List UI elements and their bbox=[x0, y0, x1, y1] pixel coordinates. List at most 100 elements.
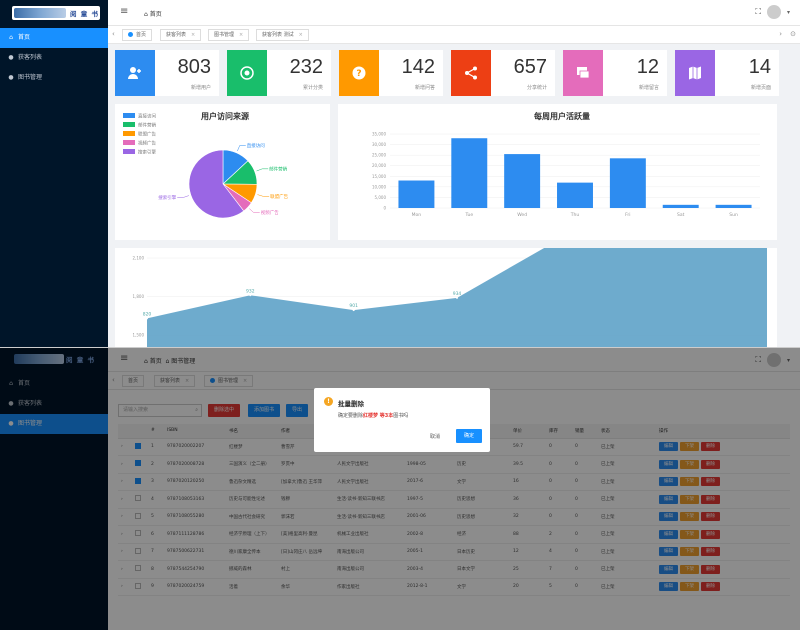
expand-icon[interactable]: › bbox=[118, 525, 132, 544]
table-row[interactable]: › 3 9787020120250 鲁迅杂文精选 [加拿大]鲁迅 王华萍 人民文学出版社 2… bbox=[118, 473, 790, 491]
chevron-down-icon[interactable]: ▾ bbox=[786, 356, 790, 364]
breadcrumb-item[interactable]: 首页 bbox=[149, 358, 162, 365]
edit-button[interactable]: 编辑 bbox=[659, 582, 678, 592]
row-checkbox[interactable] bbox=[135, 460, 141, 467]
sidebar-item-books[interactable]: ● 图书管理 bbox=[0, 68, 108, 88]
fullscreen-icon[interactable]: ⛶ bbox=[755, 7, 761, 16]
unshelve-button[interactable]: 下架 bbox=[680, 582, 699, 592]
row-checkbox[interactable] bbox=[135, 512, 141, 519]
expand-icon[interactable]: › bbox=[118, 560, 132, 579]
row-checkbox[interactable] bbox=[135, 477, 141, 484]
expand-icon[interactable]: › bbox=[118, 455, 132, 474]
stat-card-categories[interactable]: 232 累计分类 bbox=[227, 50, 331, 96]
delete-button[interactable]: 删除 bbox=[701, 494, 720, 504]
delete-button[interactable]: 删除 bbox=[701, 477, 720, 487]
close-icon[interactable]: × bbox=[185, 378, 190, 384]
tab-customers[interactable]: 获客列表 × bbox=[154, 375, 196, 387]
tab-scroll-right-icon[interactable]: › bbox=[779, 30, 782, 38]
confirm-button[interactable]: 确定 bbox=[456, 429, 482, 443]
row-checkbox[interactable] bbox=[135, 495, 141, 502]
search-input[interactable]: 请输入搜索 ⌕ bbox=[118, 404, 202, 417]
expand-icon[interactable]: › bbox=[118, 578, 132, 596]
close-icon[interactable]: × bbox=[239, 32, 244, 38]
tab-customers[interactable]: 获客列表 × bbox=[160, 29, 202, 41]
unshelve-button[interactable]: 下架 bbox=[680, 529, 699, 539]
tab-customers-test[interactable]: 获客列表 测试 × bbox=[256, 29, 309, 41]
row-checkbox[interactable] bbox=[135, 582, 141, 589]
delete-button[interactable]: 删除 bbox=[701, 529, 720, 539]
row-checkbox[interactable] bbox=[135, 530, 141, 537]
expand-icon[interactable]: › bbox=[118, 508, 132, 526]
add-book-button[interactable]: 添加图书 bbox=[248, 404, 281, 417]
table-row[interactable]: › 9 9787020024759 活着 余华 作家出版社 2012-8-1 文学 20 5 0 已上… bbox=[118, 578, 790, 596]
unshelve-button[interactable]: 下架 bbox=[680, 442, 699, 452]
stat-card-questions[interactable]: ? 142 新增问答 bbox=[339, 50, 443, 96]
sidebar-item-books[interactable]: ● 图书管理 bbox=[0, 414, 108, 434]
tab-books[interactable]: 图书管理 × bbox=[208, 29, 250, 41]
breadcrumb-item[interactable]: 图书管理 bbox=[171, 358, 196, 365]
cell-pub: 机械工业出版社 bbox=[334, 525, 404, 544]
unshelve-button[interactable]: 下架 bbox=[680, 494, 699, 504]
chevron-down-icon[interactable]: ▾ bbox=[786, 8, 790, 16]
row-checkbox[interactable] bbox=[135, 565, 141, 572]
expand-icon[interactable]: › bbox=[118, 543, 132, 561]
row-checkbox[interactable] bbox=[135, 442, 141, 449]
tab-home[interactable]: 首页 bbox=[122, 29, 153, 41]
export-button[interactable]: 导出 bbox=[286, 404, 309, 417]
avatar[interactable] bbox=[766, 5, 781, 19]
delete-selected-button[interactable]: 删除选中 bbox=[208, 404, 241, 417]
table-row[interactable]: › 5 9787108055280 中国古代社会研究 郭沫若 生活·读书·新知三联书店 20… bbox=[118, 508, 790, 526]
sidebar-item-home[interactable]: ⌂ 首页 bbox=[0, 374, 108, 394]
table-row[interactable]: › 7 9787500622731 德川家康全传本 [日]山冈庄八 岳远坤 南海出版公司 2… bbox=[118, 543, 790, 561]
edit-button[interactable]: 编辑 bbox=[659, 477, 678, 487]
table-row[interactable]: › 4 9787108053163 历史与可能性论述 钱穆 生活·读书·新知三联书店 199… bbox=[118, 490, 790, 509]
table-row[interactable]: › 8 9787544254790 挪威的森林 村上 南海出版公司 2003-4 日本文学 25… bbox=[118, 560, 790, 579]
edit-button[interactable]: 编辑 bbox=[659, 547, 678, 557]
unshelve-button[interactable]: 下架 bbox=[680, 459, 699, 469]
delete-button[interactable]: 删除 bbox=[701, 564, 720, 574]
menu-toggle-icon[interactable]: ≡ bbox=[120, 353, 129, 364]
row-checkbox[interactable] bbox=[135, 547, 141, 554]
tab-settings-icon[interactable]: ⊙ bbox=[790, 30, 796, 38]
tab-scroll-left-icon[interactable]: ‹ bbox=[112, 30, 115, 38]
tab-scroll-left-icon[interactable]: ‹ bbox=[112, 376, 115, 384]
sidebar-item-customers[interactable]: ● 获客列表 bbox=[0, 394, 108, 414]
edit-button[interactable]: 编辑 bbox=[659, 442, 678, 452]
expand-icon[interactable]: › bbox=[118, 490, 132, 509]
search-icon[interactable]: ⌕ bbox=[195, 407, 198, 413]
delete-button[interactable]: 删除 bbox=[701, 459, 720, 469]
unshelve-button[interactable]: 下架 bbox=[680, 477, 699, 487]
stat-card-pages[interactable]: 14 新增页面 bbox=[675, 50, 779, 96]
menu-toggle-icon[interactable]: ≡ bbox=[120, 6, 129, 17]
delete-button[interactable]: 删除 bbox=[701, 582, 720, 592]
delete-button[interactable]: 删除 bbox=[701, 512, 720, 522]
close-icon[interactable]: × bbox=[243, 378, 248, 384]
close-icon[interactable]: × bbox=[298, 32, 303, 38]
stat-card-new-users[interactable]: 803 新增用户 bbox=[115, 50, 219, 96]
delete-button[interactable]: 删除 bbox=[701, 547, 720, 557]
breadcrumb-item[interactable]: 首页 bbox=[149, 11, 162, 18]
cancel-button[interactable]: 取消 bbox=[430, 434, 441, 440]
close-icon[interactable]: × bbox=[191, 32, 196, 38]
edit-button[interactable]: 编辑 bbox=[659, 459, 678, 469]
edit-button[interactable]: 编辑 bbox=[659, 494, 678, 504]
edit-button[interactable]: 编辑 bbox=[659, 529, 678, 539]
expand-icon[interactable]: › bbox=[118, 438, 132, 456]
tab-home[interactable]: 首页 bbox=[122, 375, 145, 387]
table-row[interactable]: › 2 9787020008728 三国演义（全二册） 罗贯中 人民文学出版社 1998-0… bbox=[118, 455, 790, 474]
edit-button[interactable]: 编辑 bbox=[659, 564, 678, 574]
delete-button[interactable]: 删除 bbox=[701, 442, 720, 452]
avatar[interactable] bbox=[766, 353, 781, 367]
stat-card-shares[interactable]: 657 分享统计 bbox=[451, 50, 555, 96]
edit-button[interactable]: 编辑 bbox=[659, 512, 678, 522]
table-row[interactable]: › 6 9787111128786 经济学原理（上下） [美]格里高利·曼昆 机械工业出版… bbox=[118, 525, 790, 544]
unshelve-button[interactable]: 下架 bbox=[680, 547, 699, 557]
stat-card-messages[interactable]: 12 新增留言 bbox=[563, 50, 667, 96]
sidebar-item-home[interactable]: ⌂ 首页 bbox=[0, 28, 108, 48]
sidebar-item-customers[interactable]: ● 获客列表 bbox=[0, 48, 108, 68]
expand-icon[interactable]: › bbox=[118, 473, 132, 491]
fullscreen-icon[interactable]: ⛶ bbox=[755, 355, 761, 364]
unshelve-button[interactable]: 下架 bbox=[680, 564, 699, 574]
unshelve-button[interactable]: 下架 bbox=[680, 512, 699, 522]
tab-books[interactable]: 图书管理 × bbox=[204, 375, 254, 387]
